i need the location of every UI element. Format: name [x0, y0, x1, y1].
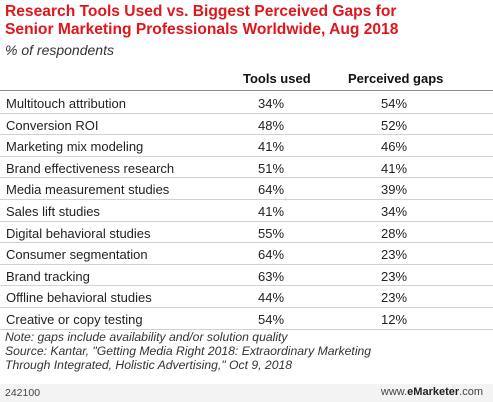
source-line-2: Through Integrated, Holistic Advertising…	[5, 358, 293, 372]
table-row: Offline behavioral studies 44% 23%	[0, 286, 493, 308]
perceived-gaps-value: 52%	[381, 117, 408, 133]
chart-subtitle: % of respondents	[5, 42, 114, 58]
row-label: Digital behavioral studies	[6, 225, 151, 241]
brand-suffix: .com	[459, 386, 483, 398]
tools-used-value: 63%	[258, 268, 285, 284]
perceived-gaps-value: 23%	[381, 290, 408, 306]
chart-title-line-2: Senior Marketing Professionals Worldwide…	[5, 21, 399, 38]
brand-name: eMarketer	[407, 386, 460, 398]
data-table: Multitouch attribution 34% 54% Conversion R…	[0, 92, 493, 330]
row-label: Media measurement studies	[6, 182, 170, 198]
row-label: Offline behavioral studies	[6, 290, 152, 306]
chart-id: 242100	[5, 387, 41, 399]
chart-notes: Note: gaps include availability and/or s…	[5, 330, 371, 372]
perceived-gaps-value: 54%	[381, 96, 408, 111]
tools-used-value: 64%	[258, 182, 285, 198]
note-line: Note: gaps include availability and/or s…	[5, 330, 288, 344]
footer-bar: 242100 www.eMarketer.com	[0, 384, 493, 402]
row-label: Marketing mix modeling	[6, 139, 144, 155]
row-label: Brand effectiveness research	[6, 160, 175, 176]
tools-used-value: 41%	[258, 203, 285, 219]
table-row: Multitouch attribution 34% 54%	[0, 92, 493, 114]
perceived-gaps-value: 23%	[381, 247, 408, 263]
perceived-gaps-value: 39%	[381, 182, 408, 198]
perceived-gaps-value: 28%	[381, 225, 408, 241]
brand-prefix: www.	[380, 386, 408, 398]
row-label: Consumer segmentation	[6, 247, 148, 263]
tools-used-value: 41%	[258, 139, 285, 155]
table-row: Creative or copy testing 54% 12%	[0, 308, 493, 330]
tools-used-value: 54%	[258, 311, 285, 327]
tools-used-value: 64%	[258, 247, 285, 263]
chart-title-line-1: Research Tools Used vs. Biggest Perceive…	[5, 3, 397, 20]
table-row: Conversion ROI 48% 52%	[0, 114, 493, 136]
brand-link[interactable]: www.eMarketer.com	[381, 386, 483, 398]
header-divider	[0, 90, 493, 91]
column-header-perceived-gaps: Perceived gaps	[348, 71, 444, 86]
row-label: Multitouch attribution	[6, 96, 126, 111]
chart-title: Research Tools Used vs. Biggest Perceive…	[5, 3, 485, 39]
table-row: Digital behavioral studies 55% 28%	[0, 222, 493, 244]
table-row: Brand effectiveness research 51% 41%	[0, 157, 493, 179]
table-row: Media measurement studies 64% 39%	[0, 178, 493, 200]
tools-used-value: 44%	[258, 290, 285, 306]
table-row: Consumer segmentation 64% 23%	[0, 243, 493, 265]
row-label: Conversion ROI	[6, 117, 99, 133]
table-row: Brand tracking 63% 23%	[0, 265, 493, 287]
source-line-1: Source: Kantar, "Getting Media Right 201…	[5, 344, 372, 358]
row-label: Sales lift studies	[6, 203, 100, 219]
tools-used-value: 34%	[258, 96, 285, 111]
row-label: Brand tracking	[6, 268, 90, 284]
perceived-gaps-value: 46%	[381, 139, 408, 155]
perceived-gaps-value: 41%	[381, 160, 408, 176]
tools-used-value: 48%	[258, 117, 285, 133]
table-row: Marketing mix modeling 41% 46%	[0, 135, 493, 157]
row-label: Creative or copy testing	[6, 311, 143, 327]
perceived-gaps-value: 12%	[381, 311, 408, 327]
tools-used-value: 51%	[258, 160, 285, 176]
perceived-gaps-value: 23%	[381, 268, 408, 284]
table-row: Sales lift studies 41% 34%	[0, 200, 493, 222]
tools-used-value: 55%	[258, 225, 285, 241]
column-header-tools-used: Tools used	[243, 71, 311, 86]
perceived-gaps-value: 34%	[381, 203, 408, 219]
